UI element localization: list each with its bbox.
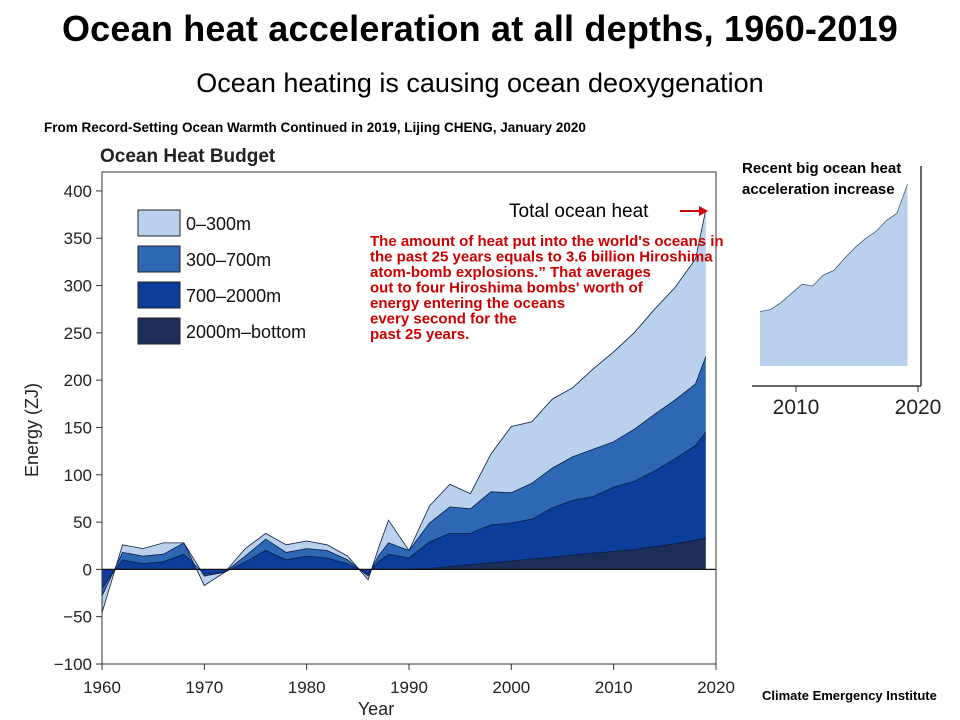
y-tick-label: −100 xyxy=(54,655,92,674)
y-tick-label: −50 xyxy=(63,608,92,627)
x-axis-label: Year xyxy=(358,699,394,719)
y-tick-label: 350 xyxy=(64,229,92,248)
inset-x-tick-label: 2020 xyxy=(895,396,942,419)
legend-label-700-2000m: 700–2000m xyxy=(186,286,281,306)
legend-label-300-700m: 300–700m xyxy=(186,250,271,270)
y-tick-label: 300 xyxy=(64,277,92,296)
callout-line: past 25 years. xyxy=(370,326,469,343)
area-700-2000m-edge xyxy=(101,431,707,589)
callout-line: energy entering the oceans xyxy=(370,295,565,312)
chart-title: Ocean Heat Budget xyxy=(100,146,276,167)
x-tick-label: 1970 xyxy=(185,678,223,697)
y-tick-label: 250 xyxy=(64,324,92,343)
slide-title: Ocean heat acceleration at all depths, 1… xyxy=(61,8,898,49)
credit-text: Climate Emergency Institute xyxy=(762,688,937,703)
legend: 0–300m 300–700m 700–2000m 2000m–bottom xyxy=(137,209,306,345)
area-2000m-bottom xyxy=(102,538,706,570)
y-axis-label: Energy (ZJ) xyxy=(22,383,42,477)
x-tick-label: 1980 xyxy=(288,678,326,697)
area-layers xyxy=(101,209,716,614)
inset-chart: 2010 2020 xyxy=(752,166,941,419)
area-0-300m xyxy=(102,209,706,613)
callout-line: every second for the xyxy=(370,311,517,328)
inset-x-tick-label: 2010 xyxy=(773,396,820,419)
area-300-700m xyxy=(102,356,706,596)
x-tick-label: 2010 xyxy=(595,678,633,697)
legend-swatch-2000m-bottom xyxy=(137,317,181,345)
y-tick-label: 100 xyxy=(64,466,92,485)
callout-line: The amount of heat put into the world's … xyxy=(370,233,724,250)
x-tick-label: 2020 xyxy=(697,678,735,697)
x-tick-label: 2000 xyxy=(492,678,530,697)
callout-line: the past 25 years equals to 3.6 billion … xyxy=(370,249,713,266)
y-tick-label: 150 xyxy=(64,418,92,437)
legend-swatch-0-300m xyxy=(137,209,181,237)
legend-swatch-300-700m xyxy=(137,245,181,273)
inset-edge xyxy=(759,184,908,312)
inset-caption: Recent big ocean heat acceleration incre… xyxy=(742,160,902,198)
callout-line: out to four Hiroshima bombs' worth of xyxy=(370,280,644,297)
legend-label-2000m-bottom: 2000m–bottom xyxy=(186,322,306,342)
source-citation: From Record-Setting Ocean Warmth Continu… xyxy=(44,120,586,135)
x-tick-label: 1960 xyxy=(83,678,121,697)
y-tick-label: 200 xyxy=(64,371,92,390)
area-0-300m-edge xyxy=(101,209,707,614)
y-tick-label: 0 xyxy=(83,560,92,579)
y-tick-label: 50 xyxy=(73,513,92,532)
legend-label-0-300m: 0–300m xyxy=(186,214,251,234)
area-300-700m-edge xyxy=(101,356,707,597)
inset-area-0-300m xyxy=(760,184,908,366)
total-ocean-heat-label: Total ocean heat xyxy=(509,201,649,222)
callout-line: atom-bomb explosions.” That averages xyxy=(370,264,651,281)
y-tick-label: 400 xyxy=(64,182,92,201)
area-700-2000m xyxy=(102,432,706,589)
total-arrow-head xyxy=(699,206,708,216)
slide-subtitle: Ocean heating is causing ocean deoxygena… xyxy=(196,68,764,98)
x-tick-label: 1990 xyxy=(390,678,428,697)
axes: −100 −50 0 50 100 150 200 250 300 350 400 1960 1970 1… xyxy=(54,182,735,697)
hiroshima-callout: The amount of heat put into the world's … xyxy=(370,233,724,343)
legend-swatch-700-2000m xyxy=(137,281,181,309)
